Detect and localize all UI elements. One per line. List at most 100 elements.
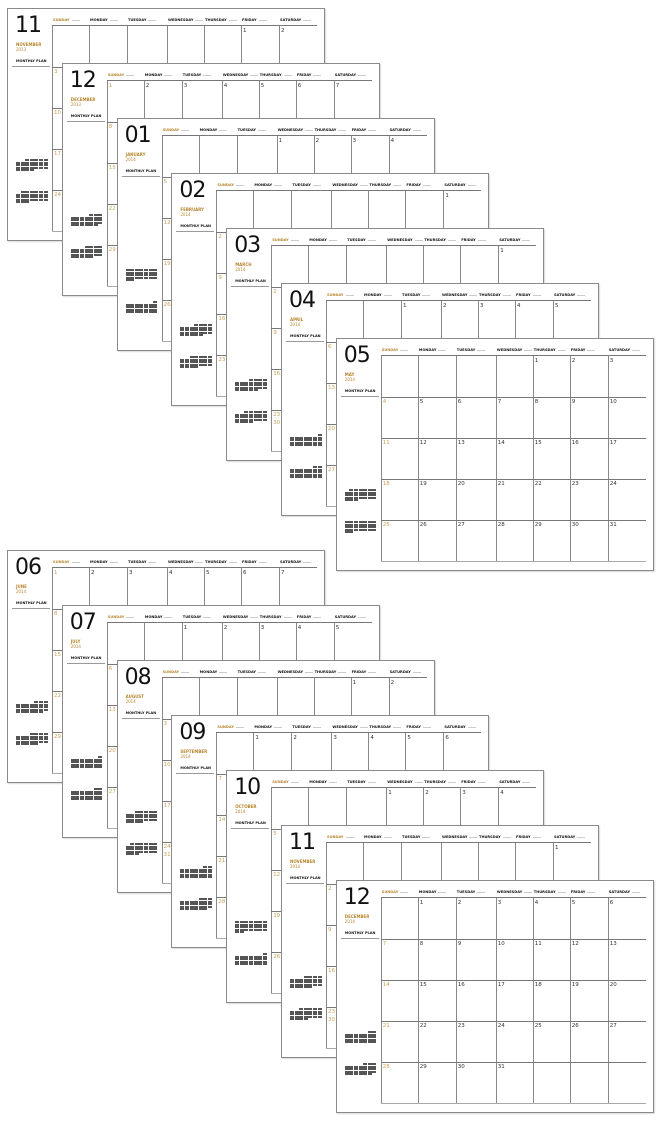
mini-day <box>358 1041 363 1044</box>
weekday-subtitle <box>258 129 267 131</box>
day-number: 28 <box>497 522 505 528</box>
day-number: 1 <box>54 570 58 576</box>
mini-day <box>353 521 358 523</box>
weekday-subtitle <box>290 781 299 783</box>
mini-day <box>254 931 258 933</box>
mini-calendar-grid <box>290 1008 322 1021</box>
mini-day <box>180 908 185 911</box>
mini-day <box>235 960 240 963</box>
mini-day <box>20 740 25 743</box>
weekday-subtitle <box>524 891 533 893</box>
weekday-header: SATURDAY <box>390 669 421 677</box>
mini-calendar <box>290 434 322 447</box>
month-year: 2014 <box>290 322 301 327</box>
mini-day <box>89 795 94 798</box>
day-number: 6 <box>108 666 113 672</box>
mini-day <box>84 248 89 251</box>
day-number: 5 <box>419 399 424 405</box>
weekday-subtitle <box>587 891 596 893</box>
mini-day <box>253 411 258 413</box>
mini-day <box>180 329 185 332</box>
mini-day <box>189 358 194 361</box>
mini-day <box>203 324 208 326</box>
month-year: 2013 <box>70 102 81 107</box>
mini-day <box>367 1063 372 1065</box>
mini-day <box>358 1065 363 1068</box>
weekday-header: SATURDAY <box>554 292 586 300</box>
weekday-subtitle <box>422 836 431 838</box>
mini-day <box>294 986 299 989</box>
monthly-plan-label: MONTHLY PLAN <box>290 876 321 880</box>
mini-day <box>34 196 39 199</box>
mini-day <box>98 756 103 758</box>
mini-day <box>303 1018 308 1021</box>
mini-day <box>130 303 135 306</box>
mini-day <box>308 976 313 978</box>
month-year: 2013 <box>16 47 27 52</box>
mini-day <box>262 379 267 381</box>
mini-calendar <box>70 246 103 259</box>
mini-day <box>317 978 322 981</box>
mini-day <box>25 166 30 169</box>
mini-day <box>20 169 25 172</box>
mini-day <box>16 201 20 204</box>
mini-day <box>70 256 75 259</box>
mini-day <box>239 381 244 384</box>
mini-day <box>79 219 84 222</box>
mini-day <box>89 224 94 227</box>
mini-day <box>372 526 377 529</box>
day-number: 8 <box>108 124 113 130</box>
mini-day <box>34 738 39 741</box>
mini-day <box>253 928 258 931</box>
mini-day <box>148 269 153 271</box>
mini-day <box>258 389 262 391</box>
mini-day <box>38 733 43 735</box>
weekday-header: WEDNESDAY <box>168 559 204 567</box>
weekday-subtitle <box>522 239 531 241</box>
weekday-header: MONDAY <box>200 127 228 135</box>
mini-day <box>84 763 89 766</box>
day-number: 15 <box>419 982 427 988</box>
weekday-subtitle <box>469 294 478 296</box>
mini-day <box>244 418 249 421</box>
mini-day <box>148 843 153 845</box>
mini-day <box>184 868 189 871</box>
mini-day <box>75 248 80 251</box>
weekday-subtitle <box>632 891 641 893</box>
divider <box>176 773 215 774</box>
mini-day <box>98 214 103 216</box>
mini-day <box>299 981 304 984</box>
mini-day <box>308 436 313 439</box>
day-number: 9 <box>457 941 462 947</box>
calendar-page[interactable]: 05 MAY 2014 MONTHLY PLAN SUNDAY MONDAY TUESDAY… <box>335 338 654 571</box>
mini-day <box>299 1010 304 1013</box>
mini-day <box>358 528 363 531</box>
mini-day <box>134 813 139 816</box>
mini-day <box>29 711 34 714</box>
mini-day <box>98 798 103 801</box>
mini-day <box>262 960 267 963</box>
calendar-page[interactable]: 12 DECEMBER 2014 MONTHLY PLAN SUNDAY MONDAY TU… <box>335 880 654 1113</box>
mini-day <box>290 983 294 986</box>
day-number: 3 <box>54 69 58 75</box>
day-number: 2 <box>145 83 150 89</box>
month-name: MARCH <box>235 262 252 267</box>
day-number: 2 <box>293 735 297 741</box>
mini-day <box>363 1070 368 1073</box>
mini-day <box>70 763 75 766</box>
monthly-plan-label: MONTHLY PLAN <box>70 656 102 660</box>
month-number: 04 <box>289 288 316 313</box>
weekday-header: THURSDAY <box>315 669 347 677</box>
mini-day <box>38 198 43 201</box>
mini-day <box>317 476 322 479</box>
mini-calendar-grid <box>344 1063 377 1076</box>
column-line <box>455 356 457 561</box>
mini-day <box>363 523 368 526</box>
mini-day <box>29 708 34 711</box>
mini-day <box>130 276 135 279</box>
mini-day <box>143 276 148 279</box>
mini-day <box>93 766 98 769</box>
mini-day <box>203 363 208 366</box>
mini-day <box>367 491 372 494</box>
day-number: 3 <box>462 790 466 796</box>
